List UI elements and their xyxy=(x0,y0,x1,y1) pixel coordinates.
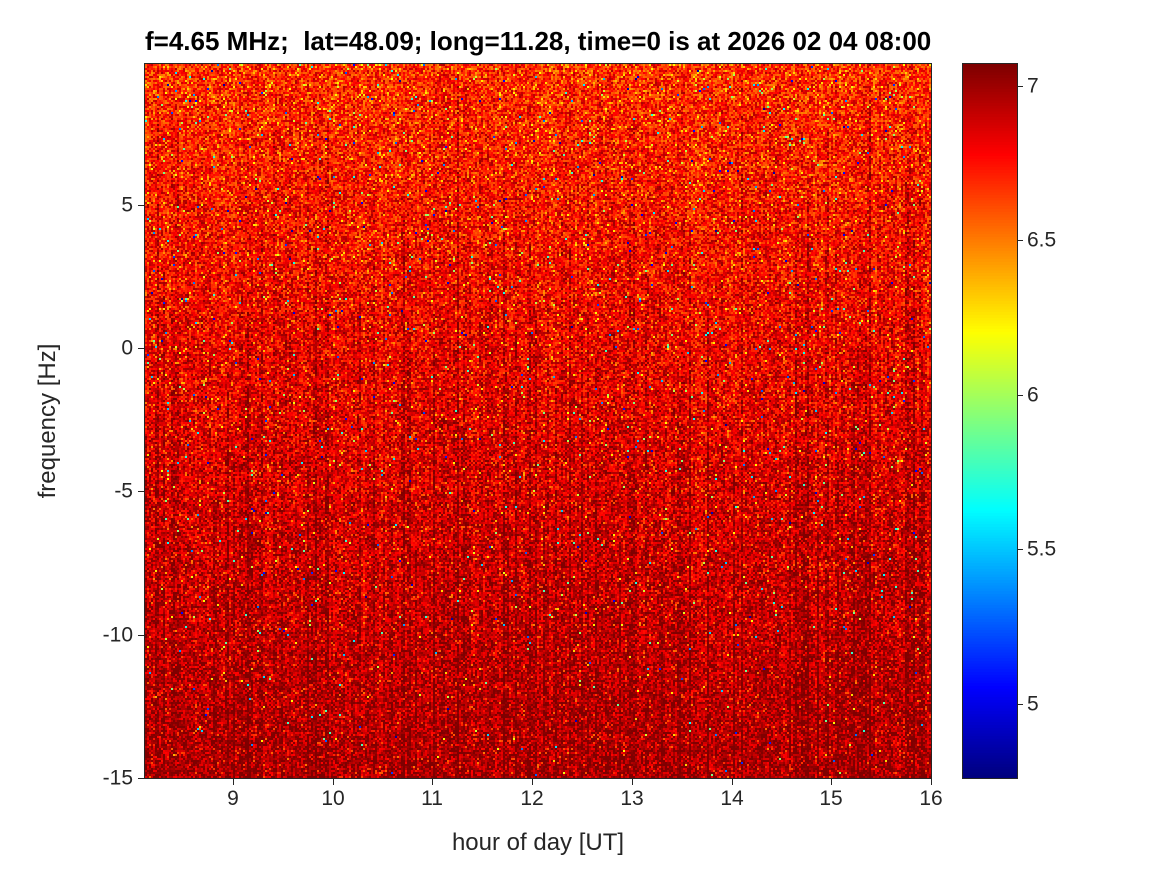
x-axis-label: hour of day [UT] xyxy=(451,829,625,856)
x-tick-mark xyxy=(632,779,633,785)
chart-title: f=4.65 MHz; lat=48.09; long=11.28, time=… xyxy=(145,26,932,56)
colorbar-tick-mark xyxy=(1018,395,1023,396)
colorbar-tick-mark xyxy=(1018,86,1023,87)
x-tick-mark xyxy=(831,779,832,785)
x-tick-mark xyxy=(333,779,334,785)
colorbar-tick-mark xyxy=(1018,704,1023,705)
y-tick-label: -5 xyxy=(114,479,133,503)
x-tick-label: 16 xyxy=(919,787,943,810)
y-tick-mark xyxy=(138,205,144,206)
heatmap-canvas xyxy=(144,63,932,779)
y-tick-mark xyxy=(138,635,144,636)
y-tick-mark xyxy=(138,491,144,492)
x-tick-mark xyxy=(233,779,234,785)
y-tick-label: -15 xyxy=(102,766,133,790)
colorbar-tick-mark xyxy=(1018,549,1023,550)
colorbar-tick-label: 6 xyxy=(1027,383,1039,407)
x-tick-mark xyxy=(432,779,433,785)
colorbar-tick-label: 6.5 xyxy=(1027,228,1057,252)
x-tick-label: 15 xyxy=(819,787,843,810)
x-tick-label: 14 xyxy=(720,787,744,810)
y-tick-label: 0 xyxy=(121,336,133,360)
x-tick-label: 10 xyxy=(321,787,345,810)
x-tick-mark xyxy=(732,779,733,785)
colorbar-tick-label: 5.5 xyxy=(1027,537,1057,561)
y-tick-label: 5 xyxy=(121,193,133,217)
colorbar-tick-label: 7 xyxy=(1027,74,1039,98)
x-tick-mark xyxy=(931,779,932,785)
x-tick-label: 13 xyxy=(620,787,644,810)
colorbar-tick-mark xyxy=(1018,240,1023,241)
colorbar-canvas xyxy=(962,63,1018,779)
x-tick-label: 9 xyxy=(227,787,239,810)
x-tick-label: 12 xyxy=(520,787,544,810)
y-axis-label: frequency [Hz] xyxy=(34,343,61,499)
y-tick-mark xyxy=(138,348,144,349)
y-tick-label: -10 xyxy=(102,623,133,647)
colorbar-tick-label: 5 xyxy=(1027,692,1039,716)
x-tick-mark xyxy=(532,779,533,785)
y-tick-mark xyxy=(138,778,144,779)
x-tick-label: 11 xyxy=(421,787,443,810)
